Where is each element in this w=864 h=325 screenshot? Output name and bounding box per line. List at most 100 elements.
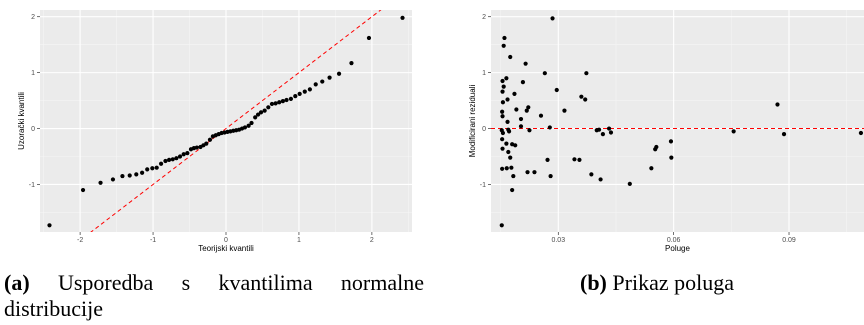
qq-data-point xyxy=(297,91,302,96)
qq-data-point xyxy=(207,137,213,142)
qq-data-point xyxy=(150,166,155,171)
qq-data-point xyxy=(185,151,190,156)
leverage-data-point xyxy=(527,128,532,133)
qq-data-point xyxy=(127,173,132,178)
leverage-data-point xyxy=(583,97,588,102)
leverage-data-point xyxy=(584,71,589,76)
qq-data-point xyxy=(336,71,342,76)
leverage-ytick-label: 1 xyxy=(482,70,486,77)
qq-ytick-label: 1 xyxy=(31,70,35,77)
leverage-data-point xyxy=(598,177,603,182)
qq-data-point xyxy=(349,61,354,66)
leverage-data-point xyxy=(858,130,864,136)
qq-xtick-label: 1 xyxy=(297,237,301,244)
qq-data-point xyxy=(80,187,86,193)
leverage-data-point xyxy=(523,61,528,66)
qq-data-point xyxy=(140,170,145,175)
leverage-data-point xyxy=(500,146,505,151)
leverage-data-point xyxy=(627,181,632,187)
leverage-xtick-label: 0.03 xyxy=(551,237,565,244)
leverage-data-point xyxy=(577,157,582,162)
leverage-data-point xyxy=(668,139,674,144)
leverage-data-point xyxy=(510,187,515,193)
leverage-y-axis-label: Modificirani reziduali xyxy=(468,85,477,158)
leverage-data-point xyxy=(554,87,559,93)
qq-data-point xyxy=(120,173,125,179)
leverage-data-point xyxy=(589,172,594,177)
caption-b: (b) Prikaz poluga xyxy=(450,270,864,296)
qq-data-point xyxy=(255,112,261,117)
qq-data-point xyxy=(246,123,251,128)
leverage-data-point xyxy=(506,129,512,134)
leverage-data-point xyxy=(505,97,510,102)
qq-ytick-label: 0 xyxy=(31,126,35,133)
leverage-data-point xyxy=(520,80,526,85)
leverage-data-point xyxy=(545,157,550,162)
qq-x-axis-label: Teorijski kvantili xyxy=(198,244,254,253)
caption-b-letter: (b) xyxy=(580,270,607,295)
leverage-data-point xyxy=(500,137,505,142)
qq-data-point xyxy=(313,82,318,87)
leverage-xtick-label: 0.06 xyxy=(667,237,681,244)
leverage-data-point xyxy=(514,107,519,112)
qq-data-point xyxy=(284,97,289,103)
leverage-data-point xyxy=(500,109,505,114)
qq-data-point xyxy=(158,161,164,166)
leverage-x-axis-label: Poluge xyxy=(665,244,690,253)
leverage-data-point xyxy=(501,84,506,89)
qq-data-point xyxy=(293,94,298,99)
plots-canvas: -2 -1 0 1 2 -1 0 1 2 Teorijski kvantili Uzorački k… xyxy=(17,10,864,253)
leverage-data-point xyxy=(505,119,510,124)
qq-data-point xyxy=(110,177,116,182)
qq-plot: -2 -1 0 1 2 -1 0 1 2 Teorijski kvantili Uzorački k… xyxy=(17,10,412,253)
leverage-ytick-label: -1 xyxy=(480,182,486,189)
leverage-data-point xyxy=(526,105,531,110)
leverage-data-point xyxy=(775,102,780,107)
leverage-data-point xyxy=(572,157,577,162)
qq-reference-line xyxy=(90,10,382,232)
qq-data-point xyxy=(262,108,267,113)
leverage-data-point xyxy=(649,166,654,171)
qq-data-point xyxy=(400,15,405,20)
leverage-data-point xyxy=(508,155,513,160)
leverage-data-point xyxy=(509,165,514,170)
leverage-data-point xyxy=(506,149,511,155)
qq-xtick-label: 2 xyxy=(370,237,374,244)
qq-data-point xyxy=(177,154,183,159)
leverage-data-point xyxy=(562,108,567,113)
leverage-data-point xyxy=(606,126,612,131)
qq-data-point xyxy=(307,87,312,92)
qq-data-point xyxy=(266,105,271,110)
leverage-data-point xyxy=(511,173,516,179)
leverage-data-point xyxy=(538,113,544,118)
qq-data-point xyxy=(47,223,52,228)
qq-data-point xyxy=(98,180,103,185)
caption-b-text: Prikaz poluga xyxy=(612,270,734,295)
leverage-data-point xyxy=(504,141,509,146)
qq-data-point xyxy=(320,79,325,84)
qq-xtick-label: 0 xyxy=(224,237,228,244)
qq-data-point xyxy=(366,35,372,41)
leverage-ytick-label: 0 xyxy=(482,126,486,133)
qq-data-point xyxy=(242,125,248,130)
leverage-data-point xyxy=(512,91,517,96)
leverage-data-point xyxy=(500,100,506,105)
leverage-data-point xyxy=(525,170,530,175)
qq-ytick-label: -1 xyxy=(29,182,35,189)
leverage-panel xyxy=(491,10,864,232)
leverage-data-point xyxy=(513,143,518,148)
leverage-data-point xyxy=(654,144,659,150)
qq-xtick-label: -1 xyxy=(150,237,156,244)
qq-data-point xyxy=(258,110,264,115)
leverage-data-point xyxy=(731,129,736,134)
qq-data-point xyxy=(194,145,199,150)
qq-ytick-label: 2 xyxy=(31,14,35,21)
leverage-ytick-label: 2 xyxy=(482,14,486,21)
qq-data-point xyxy=(277,100,282,105)
qq-data-point xyxy=(249,120,254,126)
leverage-data-point xyxy=(550,16,555,21)
qq-y-axis-label: Uzorački kvantili xyxy=(17,92,26,150)
leverage-data-point xyxy=(524,108,529,113)
qq-data-point xyxy=(154,165,159,170)
qq-data-point xyxy=(273,101,278,106)
